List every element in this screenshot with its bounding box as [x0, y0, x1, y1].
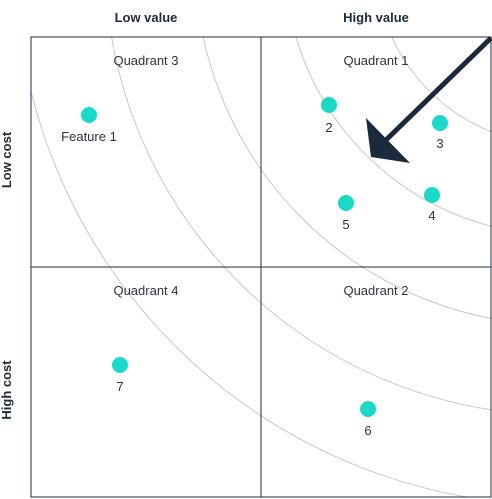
quadrant-4-label: Quadrant 4	[113, 283, 178, 298]
feature-4-point[interactable]	[424, 187, 440, 203]
feature-3-point[interactable]	[432, 115, 448, 131]
feature-points: Feature 1 2 3 4 5 6 7	[61, 97, 448, 438]
arrow-head	[366, 118, 410, 163]
feature-4-label: 4	[428, 208, 435, 223]
feature-1-label: Feature 1	[61, 129, 117, 144]
quadrant-2-label: Quadrant 2	[343, 283, 408, 298]
feature-2-label: 2	[325, 120, 332, 135]
column-header-high-value: High value	[343, 10, 409, 25]
feature-5-label: 5	[342, 217, 349, 232]
priority-arrow	[366, 36, 492, 163]
quadrant-1-label: Quadrant 1	[343, 53, 408, 68]
feature-2-point[interactable]	[321, 97, 337, 113]
column-header-low-value: Low value	[115, 10, 178, 25]
value-cost-arcs	[31, 37, 491, 497]
matrix-grid	[30, 36, 492, 498]
feature-5-point[interactable]	[338, 195, 354, 211]
row-header-low-cost: Low cost	[0, 131, 14, 188]
feature-7-point[interactable]	[112, 357, 128, 373]
feature-6-point[interactable]	[360, 401, 376, 417]
arc-3	[295, 37, 491, 227]
arc-4	[202, 37, 491, 319]
arc-6	[31, 88, 471, 497]
feature-7-label: 7	[116, 379, 123, 394]
feature-6-label: 6	[364, 423, 371, 438]
row-header-high-cost: High cost	[0, 360, 14, 420]
feature-3-label: 3	[436, 136, 443, 151]
arrow-shaft	[384, 36, 492, 142]
feature-1-point[interactable]	[81, 107, 97, 123]
quadrant-3-label: Quadrant 3	[113, 53, 178, 68]
